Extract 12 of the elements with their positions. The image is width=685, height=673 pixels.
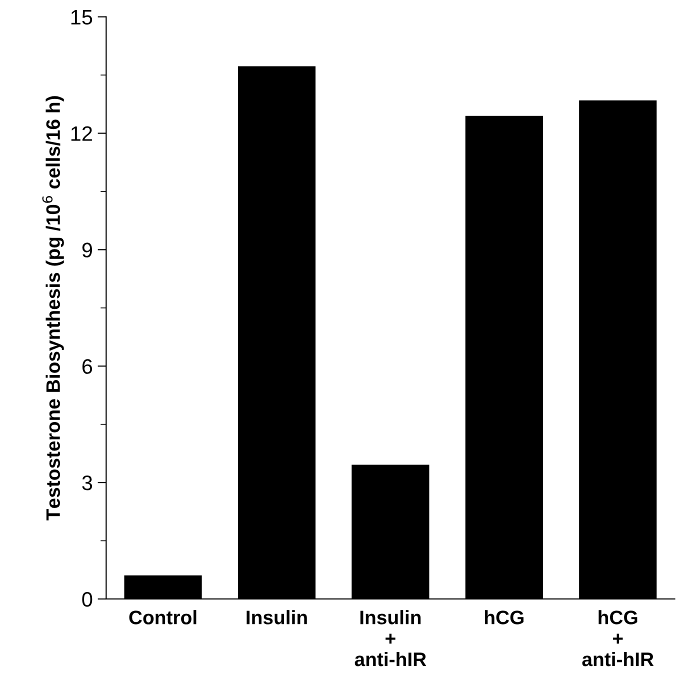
x-tick-label: hCG: [484, 610, 524, 624]
y-tick-label: 15: [71, 10, 92, 25]
x-tick-label: Insulin + anti-hIR: [354, 610, 426, 666]
y-tick-label: 12: [71, 126, 92, 141]
x-tick-label: Control: [129, 610, 196, 624]
x-tick-label: hCG + anti-hIR: [582, 610, 654, 666]
y-tick-label: 9: [82, 242, 92, 258]
x-tick-label: Insulin: [246, 610, 307, 624]
y-tick-label: 0: [82, 592, 92, 607]
y-tick-label: 6: [82, 359, 92, 374]
y-axis-title: Testosterone Biosynthesis (pg /10$^{6}$ cells/16 h): [42, 96, 64, 520]
y-tick-label: 3: [82, 476, 92, 490]
